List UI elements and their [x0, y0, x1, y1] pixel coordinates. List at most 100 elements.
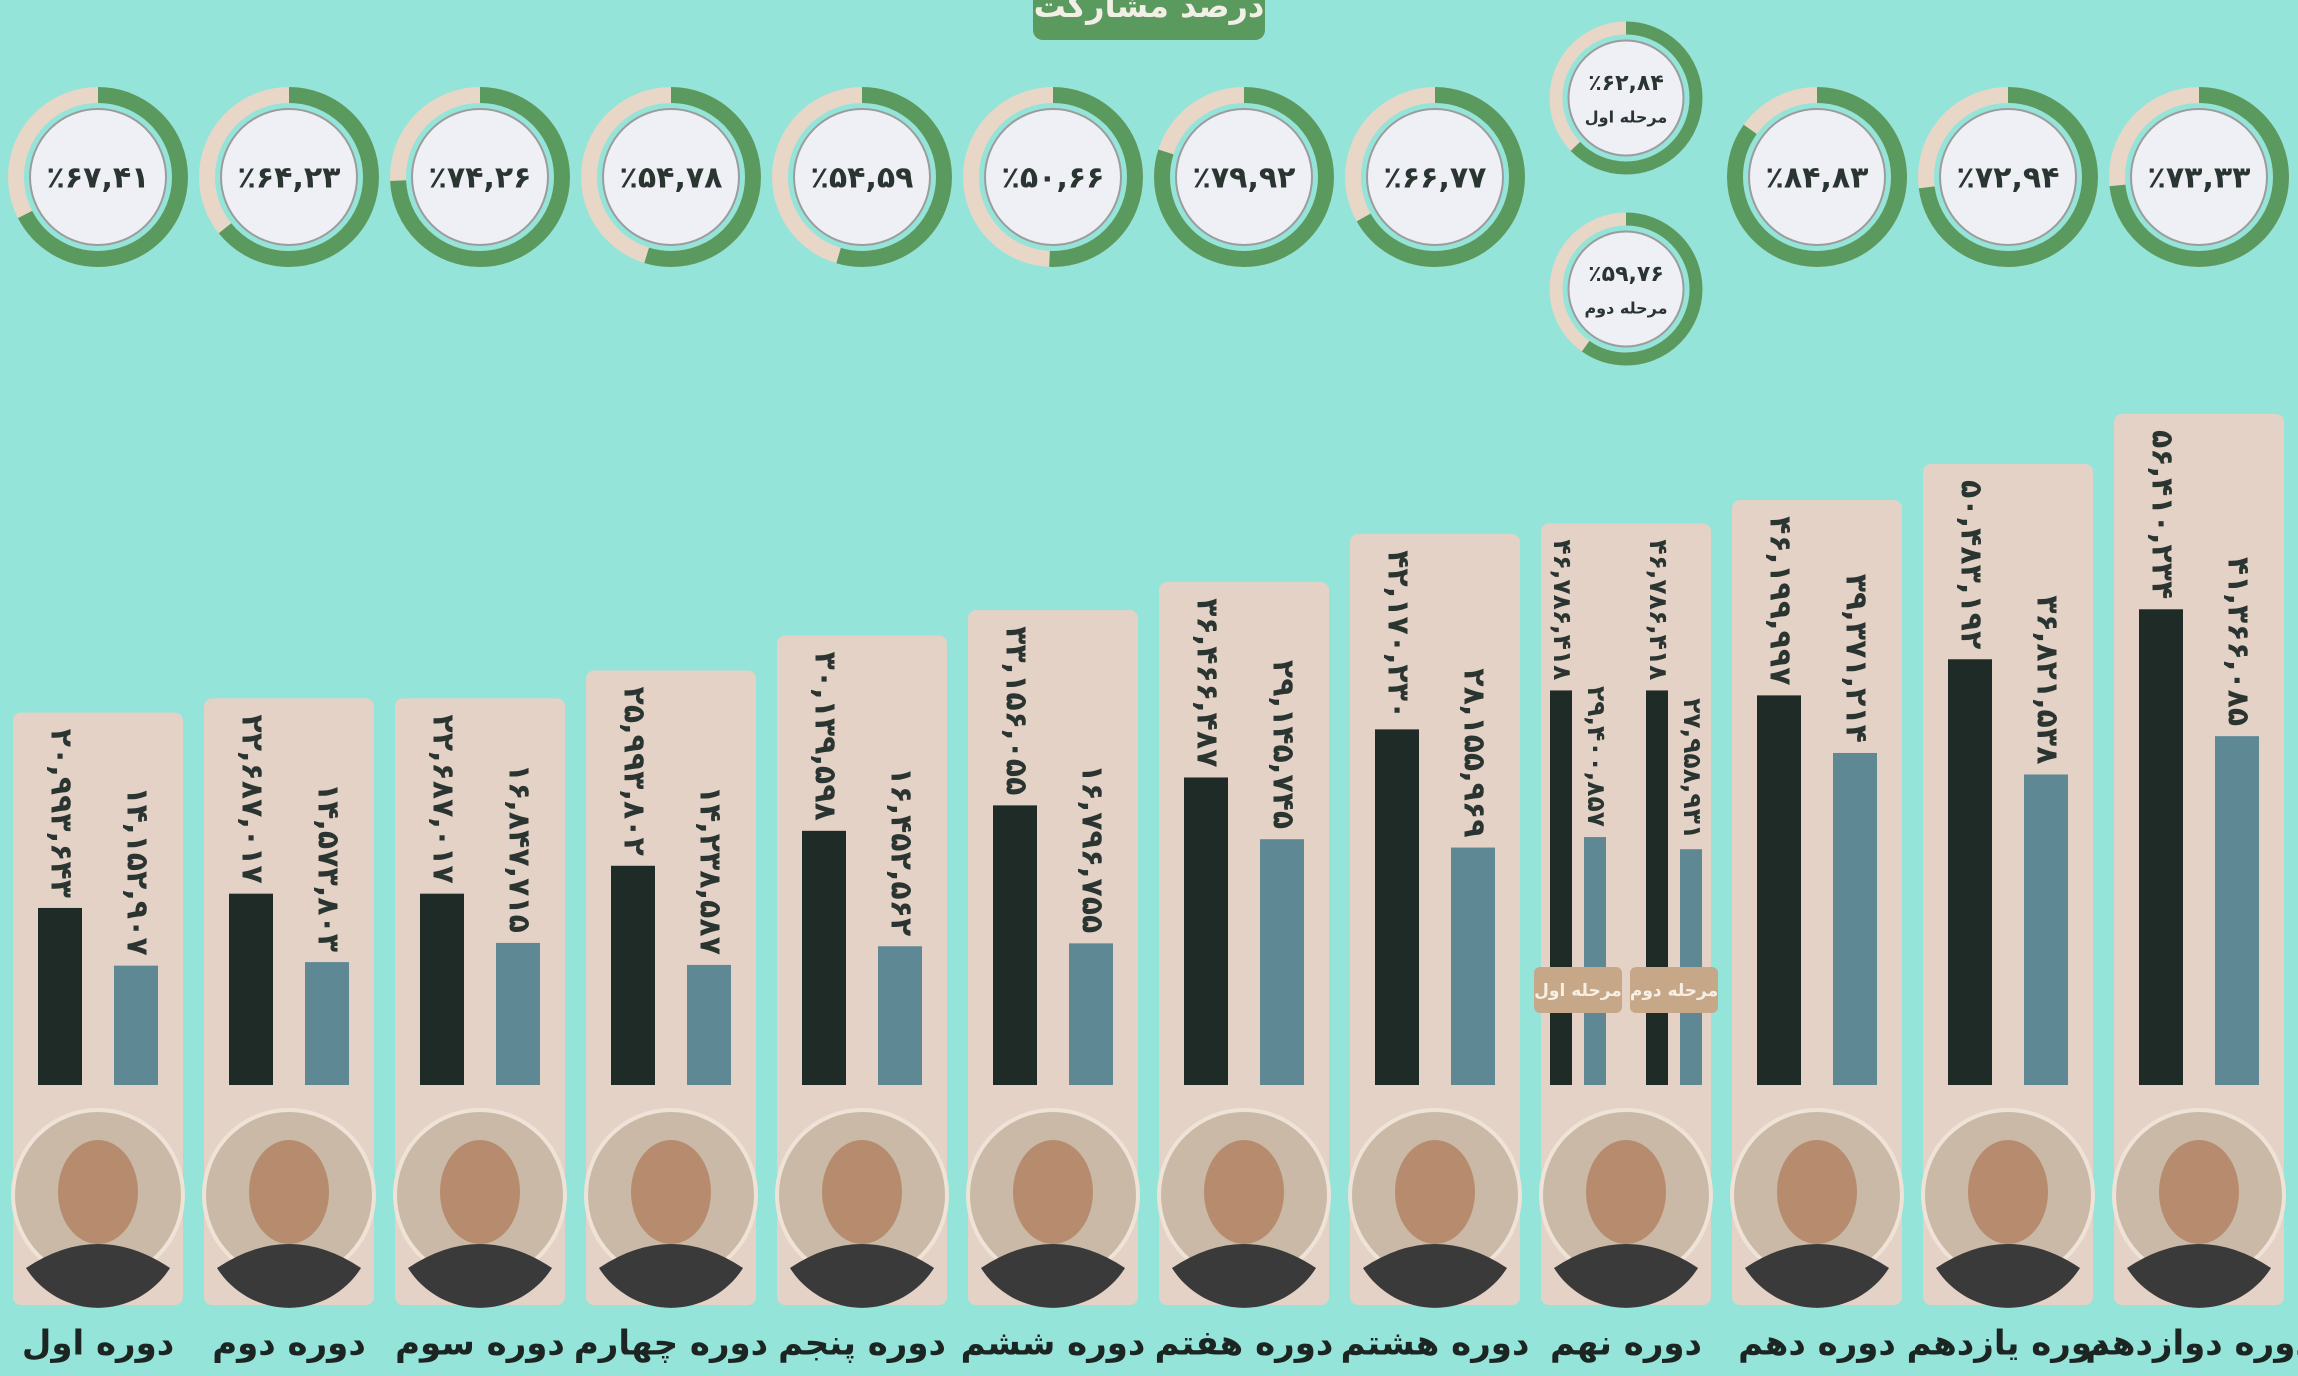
- participation-ring: ٪۸۴,۸۳: [1735, 95, 1899, 259]
- infographic: درصد مشارکت ۲۰,۹۹۳,۶۴۳۱۴,۱۵۲,۹۰۷۲۲,۶۸۷,۰…: [0, 0, 2298, 1376]
- round-tag-label: مرحله دوم: [1630, 981, 1718, 1001]
- value-label: ۲۷,۹۵۸,۹۳۱: [1678, 698, 1707, 839]
- value-label: ۲۵,۹۹۳,۸۰۲: [617, 687, 652, 856]
- term-label: دوره هشتم: [1341, 1324, 1530, 1364]
- bar: [1646, 690, 1668, 1085]
- portrait-face: [1204, 1140, 1284, 1244]
- participation-label: ٪۵۰,۶۶: [1002, 161, 1105, 196]
- participation-ring: ٪۵۴,۵۹: [780, 95, 944, 259]
- bar: [1948, 659, 1992, 1085]
- participation-label: ٪۶۲,۸۴: [1588, 71, 1664, 96]
- portrait: [1541, 1110, 1711, 1308]
- bar: [38, 908, 82, 1085]
- value-label: ۲۹,۱۴۵,۷۴۵: [1266, 660, 1301, 829]
- portrait: [2114, 1110, 2284, 1308]
- bar: [1260, 839, 1304, 1085]
- term-label: دوره نهم: [1550, 1324, 1702, 1364]
- participation-ring: ٪۶۷,۴۱: [16, 95, 180, 259]
- participation-ring: ٪۷۳,۳۳: [2117, 95, 2281, 259]
- portrait-face: [1777, 1140, 1857, 1244]
- bar: [496, 943, 540, 1085]
- bar: [1184, 777, 1228, 1085]
- participation-ring: ٪۶۶,۷۷: [1353, 95, 1517, 259]
- value-label: ۴۲,۱۷۰,۲۳۰: [1381, 550, 1416, 719]
- bar: [878, 946, 922, 1085]
- participation-label: ٪۵۹,۷۶: [1588, 262, 1664, 287]
- term-label: دوره دوم: [212, 1324, 366, 1364]
- bar: [611, 866, 655, 1085]
- value-label: ۴۶,۷۸۶,۴۱۸: [1644, 539, 1673, 680]
- portrait-face: [249, 1140, 329, 1244]
- value-label: ۳۶,۴۶۶,۴۸۷: [1190, 598, 1225, 767]
- portrait-face: [1013, 1140, 1093, 1244]
- participation-label: ٪۶۶,۷۷: [1384, 161, 1487, 196]
- bar: [1584, 837, 1606, 1085]
- title-box: درصد مشارکت: [1033, 0, 1265, 40]
- round-label: مرحله اول: [1585, 108, 1668, 127]
- term-label: دوره چهارم: [574, 1324, 768, 1364]
- value-label: ۱۶,۸۴۷,۷۱۵: [502, 764, 537, 933]
- value-label: ۱۶,۴۵۲,۵۶۲: [884, 767, 919, 936]
- participation-label: ٪۷۲,۹۴: [1957, 161, 2060, 196]
- ring-inner: [1569, 232, 1684, 347]
- participation-label: ٪۵۴,۷۸: [620, 161, 723, 196]
- portrait-face: [822, 1140, 902, 1244]
- participation-ring: ٪۷۴,۲۶: [398, 95, 562, 259]
- ring-inner: [1569, 41, 1684, 156]
- portrait: [586, 1110, 756, 1308]
- value-label: ۵۰,۴۸۳,۱۹۲: [1954, 480, 1989, 649]
- portrait: [777, 1110, 947, 1308]
- participation-label: ٪۷۹,۹۲: [1193, 161, 1296, 196]
- participation-label: ٪۵۴,۵۹: [811, 161, 914, 196]
- participation-ring: ٪۷۹,۹۲: [1162, 95, 1326, 259]
- value-label: ۱۴,۲۳۸,۵۸۷: [693, 786, 728, 955]
- term-label: دوره ششم: [961, 1324, 1146, 1364]
- term-label: دوره یازدهم: [1907, 1324, 2110, 1364]
- term-label: دوره پنجم: [778, 1324, 946, 1364]
- term-label: دوره هفتم: [1155, 1324, 1334, 1364]
- bar: [687, 965, 731, 1085]
- bar: [993, 805, 1037, 1085]
- portrait: [1732, 1110, 1902, 1308]
- bar: [2215, 736, 2259, 1085]
- participation-ring: ٪۵۰,۶۶: [971, 95, 1135, 259]
- portrait-face: [440, 1140, 520, 1244]
- value-label: ۵۶,۴۱۰,۲۳۴: [2145, 430, 2180, 599]
- portrait: [1350, 1110, 1520, 1308]
- term-label: دوره سوم: [395, 1324, 565, 1364]
- value-label: ۲۲,۶۸۷,۰۱۷: [235, 714, 270, 883]
- value-label: ۲۲,۶۸۷,۰۱۷: [426, 714, 461, 883]
- portrait-face: [1586, 1140, 1666, 1244]
- value-label: ۴۱,۳۶۶,۰۸۵: [2221, 557, 2256, 726]
- term-label: دوره اول: [22, 1324, 174, 1364]
- value-label: ۳۳,۱۵۶,۰۵۵: [999, 626, 1034, 795]
- bar: [229, 894, 273, 1085]
- value-label: ۳۶,۸۲۱,۵۳۸: [2030, 595, 2065, 764]
- portrait-face: [58, 1140, 138, 1244]
- participation-label: ٪۷۴,۲۶: [429, 161, 532, 196]
- chart-title: درصد مشارکت: [1034, 0, 1265, 25]
- participation-label: ٪۸۴,۸۳: [1766, 161, 1869, 196]
- participation-label: ٪۶۷,۴۱: [47, 161, 150, 196]
- participation-ring: ٪۶۴,۲۳: [207, 95, 371, 259]
- value-label: ۱۴,۵۷۳,۸۰۳: [311, 783, 346, 952]
- bar: [305, 962, 349, 1085]
- bar: [114, 966, 158, 1085]
- portrait: [1159, 1110, 1329, 1308]
- bar: [2139, 609, 2183, 1085]
- bar: [2024, 774, 2068, 1085]
- bar: [802, 831, 846, 1085]
- value-label: ۳۰,۱۳۹,۵۹۸: [808, 652, 843, 821]
- portrait: [395, 1110, 565, 1308]
- round-tag-label: مرحله اول: [1534, 981, 1622, 1001]
- value-label: ۳۹,۳۷۱,۲۱۴: [1839, 574, 1874, 743]
- bar: [1451, 848, 1495, 1085]
- portrait-face: [2159, 1140, 2239, 1244]
- participation-ring: ٪۷۲,۹۴: [1926, 95, 2090, 259]
- bar: [1069, 943, 1113, 1085]
- bar: [1375, 729, 1419, 1085]
- portrait: [1923, 1110, 2093, 1308]
- participation-label: ٪۶۴,۲۳: [238, 161, 341, 196]
- portrait-face: [1395, 1140, 1475, 1244]
